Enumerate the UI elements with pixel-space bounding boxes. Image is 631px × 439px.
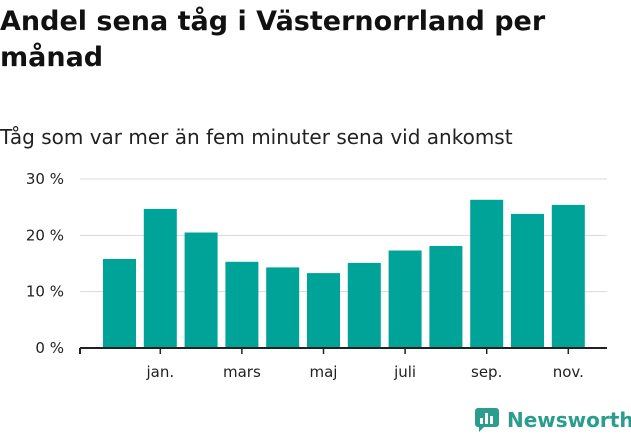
axis-layer: 0 % 10 % 20 % 30 % jan. mars maj juli sep. nov. [26,170,607,381]
y-tick-label: 30 % [26,170,64,188]
chart-title: Andel sena tåg i Västernorrland per måna… [0,6,546,73]
chart-subtitle: Tåg som var mer än fem minuter sena vid … [0,125,513,149]
bar-juli [388,250,422,348]
bar-layer [103,199,585,348]
bar-apr [266,267,300,348]
brand-logo: Newsworthy [474,407,631,433]
bar-mars [225,261,259,348]
bar-dec [103,259,136,348]
y-tick-label: 10 % [26,283,64,301]
x-tick-label: maj [310,363,338,381]
y-tick-label: 0 % [35,339,64,357]
bar-aug [429,246,463,348]
x-tick-label: mars [223,363,261,381]
x-tick-label: juli [393,363,416,381]
x-tick-label: nov. [553,363,584,381]
x-tick-label: sep. [471,363,502,381]
bar-juni [347,262,381,348]
bar-feb [184,232,218,348]
bar-sep [470,199,504,348]
x-tick-label: jan. [145,363,174,381]
bar-jan [143,208,177,348]
bar-chart-speech-icon [475,408,499,432]
bar-maj [307,273,340,348]
y-tick-label: 20 % [26,226,64,244]
bar-nov [551,204,585,348]
brand-name: Newsworthy [507,408,631,432]
bar-okt [511,213,544,348]
